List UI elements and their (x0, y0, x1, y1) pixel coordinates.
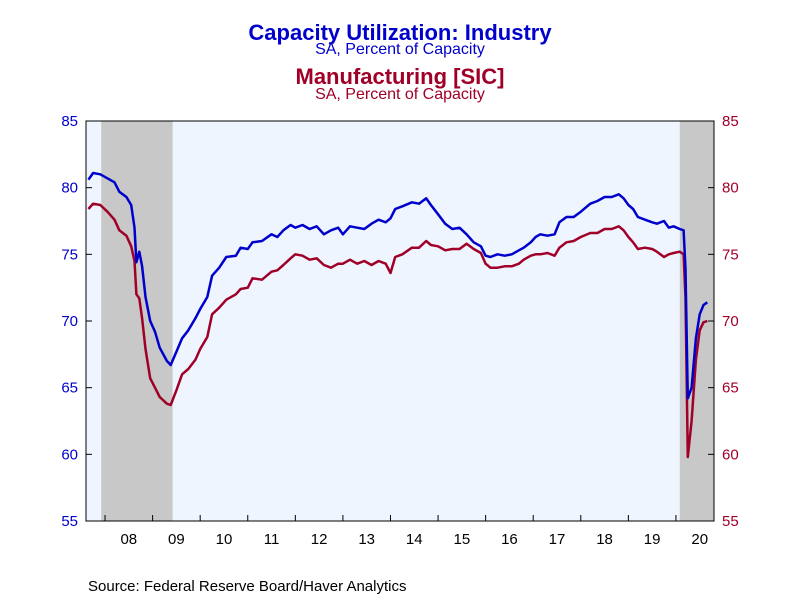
x-tick-label: 16 (501, 531, 518, 548)
x-tick-label: 17 (549, 531, 566, 548)
source-note: Source: Federal Reserve Board/Haver Anal… (88, 578, 407, 595)
y-tick-label-left: 55 (61, 513, 78, 530)
series-line-industry (87, 171, 709, 400)
y-tick-label-right: 80 (722, 180, 739, 197)
chart-title: Capacity Utilization: Industry (248, 20, 552, 45)
recession-band (101, 121, 173, 521)
y-tick-label-left: 85 (61, 113, 78, 130)
y-tick-label-left: 60 (61, 446, 78, 463)
y-tick-label-left: 70 (61, 313, 78, 330)
chart-subtitle: SA, Percent of Capacity (315, 41, 485, 58)
x-tick-label: 11 (264, 531, 280, 548)
y-tick-label-right: 85 (722, 113, 739, 130)
series-line-manufacturing (87, 202, 708, 459)
y-tick-label-left: 80 (61, 180, 78, 197)
y-tick-label-right: 60 (722, 446, 739, 463)
x-tick-label: 13 (358, 531, 375, 548)
y-tick-label-left: 65 (61, 380, 78, 397)
x-tick-label: 15 (454, 531, 471, 548)
y-tick-label-right: 75 (722, 246, 739, 263)
chart-subtitle-2: SA, Percent of Capacity (315, 86, 485, 103)
plot-frame (85, 120, 715, 522)
x-tick-label: 09 (168, 531, 185, 548)
x-tick-label: 08 (120, 531, 137, 548)
plot-area (86, 121, 714, 521)
x-tick-label: 10 (216, 531, 233, 548)
x-tick-label: 12 (311, 531, 328, 548)
x-tick-label: 20 (691, 531, 708, 548)
chart-title-2: Manufacturing [SIC] (295, 64, 505, 89)
y-tick-label-right: 55 (722, 513, 739, 530)
x-tick-label: 19 (644, 531, 661, 548)
y-tick-label-left: 75 (61, 246, 78, 263)
y-tick-label-right: 70 (722, 313, 739, 330)
x-tick-label: 14 (406, 531, 423, 548)
y-tick-label-right: 65 (722, 380, 739, 397)
x-tick-label: 18 (596, 531, 613, 548)
